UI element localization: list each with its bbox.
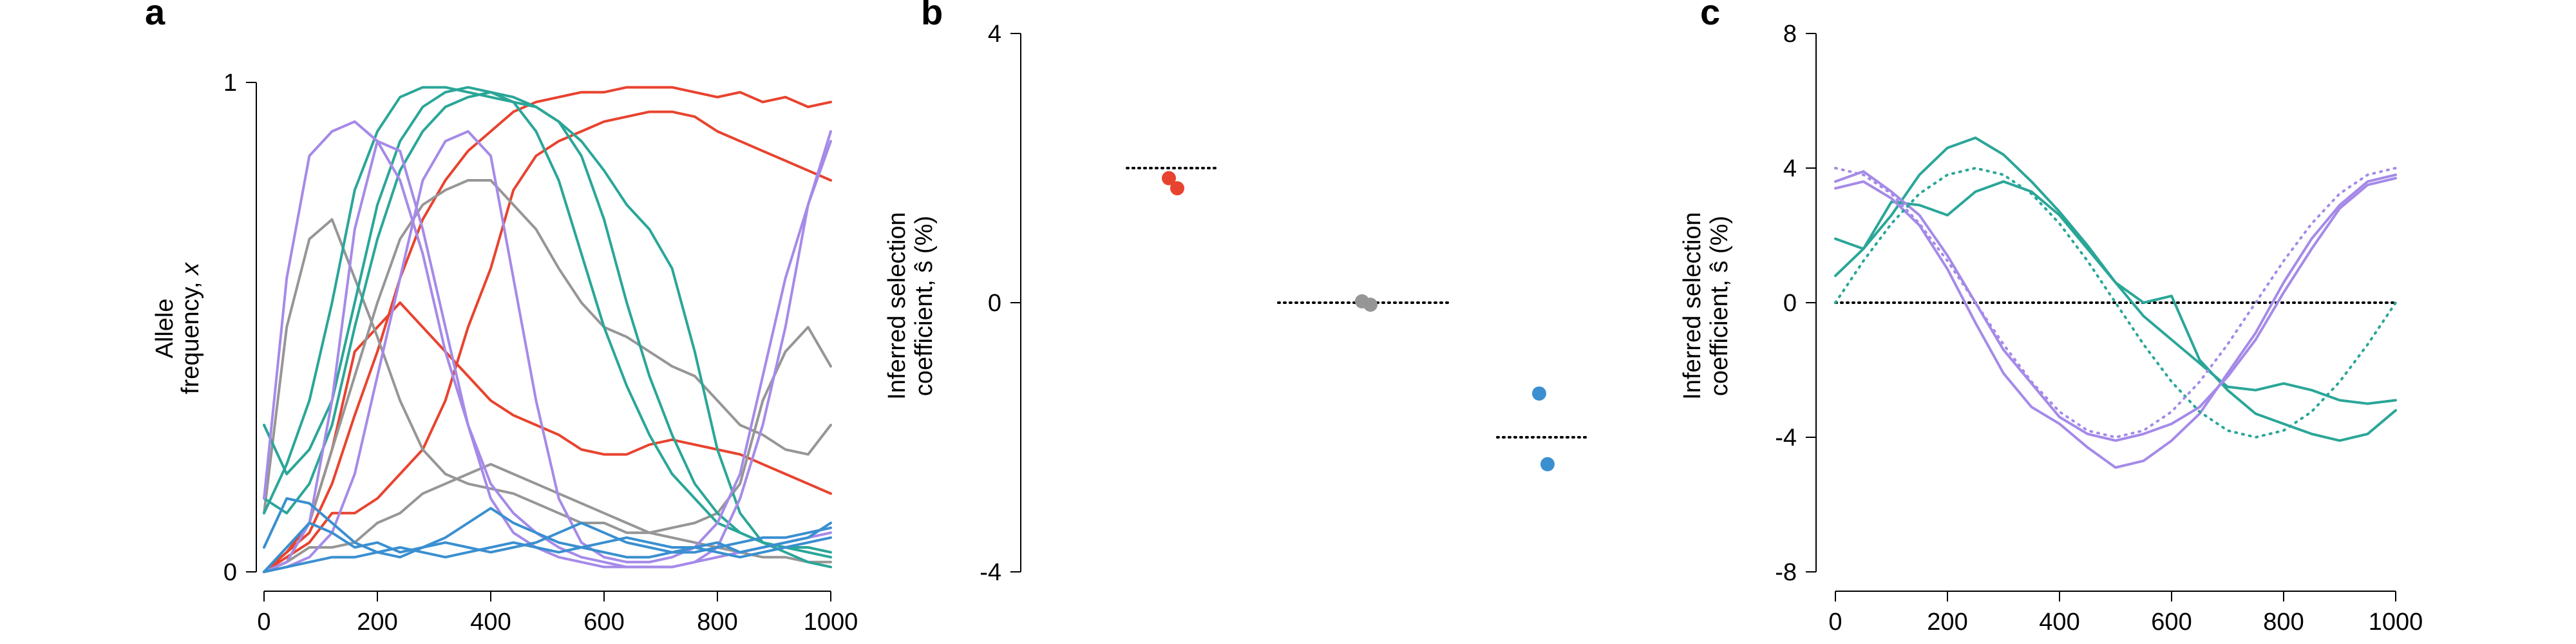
panel-a-y-tick-label: 0 xyxy=(223,559,237,586)
panel-a-series-line xyxy=(263,179,832,573)
panel-a-x-tick-label: 600 xyxy=(583,609,624,636)
panel-b-point xyxy=(1532,386,1546,401)
panel-c-y-tick-label: 4 xyxy=(1783,155,1797,182)
panel-a-series-line xyxy=(263,536,832,573)
panel-c-inferred-line xyxy=(1834,180,2397,442)
panel-a-series-line xyxy=(263,497,832,559)
panel-b-point xyxy=(1162,171,1176,185)
panel-b-ylabel-line1: Inferred selection xyxy=(884,212,911,400)
panel-c-true-curve xyxy=(1834,167,2397,439)
panel-a-ylabel-line1: Allele xyxy=(151,299,178,359)
panel-a-series-line xyxy=(263,86,832,559)
panel-a-x-tick-label: 400 xyxy=(470,609,511,636)
panel-c-true-curve xyxy=(1834,167,2397,439)
panel-c-ylabel-line1: Inferred selection xyxy=(1679,212,1706,400)
panel-a-ylabel-prefix: frequency, xyxy=(177,275,204,394)
panel-b-y-tick-label: -4 xyxy=(980,559,1001,586)
panel-label-b: b xyxy=(921,0,943,32)
panel-a-ylabel-line2: frequency, x xyxy=(177,261,204,394)
panel-c-x-tick-label: 400 xyxy=(2039,609,2079,636)
panel-c-y-tick-label: 0 xyxy=(1783,290,1797,317)
panel-a-x-tick-label: 0 xyxy=(257,609,270,636)
panel-a-series-line xyxy=(263,110,832,573)
panel-b: Inferred selection coefficient, ŝ (%) -4… xyxy=(884,21,1589,586)
panel-label-a: a xyxy=(145,0,166,32)
panel-a-axes: 0 200 400 600 800 1000 0 1 xyxy=(223,70,858,636)
panel-a-x-tick-label: 200 xyxy=(357,609,397,636)
panel-c-x-tick-label: 0 xyxy=(1828,609,1842,636)
panel-c-ylabel-line2: coefficient, ŝ (%) xyxy=(1706,216,1733,396)
panel-c-x-tick-label: 200 xyxy=(1927,609,1967,636)
panel-label-c: c xyxy=(1700,0,1720,32)
panel-b-axes: -4 0 4 xyxy=(980,21,1021,586)
panel-a-series-line xyxy=(263,130,832,573)
panel-c-axes: 0 200 400 600 800 1000 -8 -4 0 4 8 xyxy=(1775,21,2423,636)
panel-c-inferred-line xyxy=(1834,173,2397,469)
panel-c-y-tick-label: -8 xyxy=(1775,559,1797,586)
panel-a-ylabel-var: x xyxy=(177,261,204,276)
panel-b-y-tick-label: 4 xyxy=(988,21,1001,48)
panel-a-y-tick-label: 1 xyxy=(223,70,237,97)
panel-a-series-line xyxy=(263,91,832,569)
panel-c-inferred-line xyxy=(1834,137,2397,405)
panel-b-point xyxy=(1170,181,1184,196)
panel-b-point xyxy=(1540,457,1555,471)
panel-c-y-tick-label: 8 xyxy=(1783,21,1797,48)
panel-a: Allele frequency, x 0 200 400 600 800 1000 0 1 xyxy=(151,70,858,636)
panel-a-series-line xyxy=(263,130,832,573)
panel-c: Inferred selection coefficient, ŝ (%) 0 2… xyxy=(1679,21,2423,636)
panel-a-x-tick-label: 1000 xyxy=(804,609,858,636)
panel-c-inferred-line xyxy=(1834,170,2397,442)
panel-b-y-tick-label: 0 xyxy=(988,290,1001,317)
panel-a-series-line xyxy=(263,301,832,573)
panel-b-points xyxy=(1126,167,1589,471)
panel-c-x-tick-label: 800 xyxy=(2263,609,2304,636)
panel-c-x-tick-label: 1000 xyxy=(2369,609,2423,636)
panel-a-series xyxy=(263,86,832,573)
panel-c-x-tick-label: 600 xyxy=(2151,609,2192,636)
panel-a-x-tick-label: 800 xyxy=(697,609,737,636)
panel-b-ylabel-line2: coefficient, ŝ (%) xyxy=(911,216,938,396)
panel-a-series-line xyxy=(263,86,832,573)
panel-c-y-tick-label: -4 xyxy=(1775,424,1797,451)
panel-a-series-line xyxy=(263,120,832,569)
panel-c-series xyxy=(1834,137,2397,469)
panel-b-point xyxy=(1363,298,1378,312)
